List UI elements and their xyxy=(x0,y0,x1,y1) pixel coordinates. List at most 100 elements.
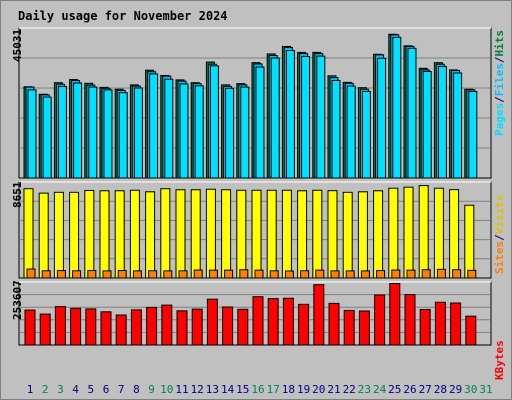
bar-pages-17 xyxy=(270,57,280,179)
chart-title: Daily usage for November 2024 xyxy=(18,9,228,23)
bar-visits-4 xyxy=(69,191,80,279)
day-label-15: 15 xyxy=(236,383,249,396)
bar-pages-29 xyxy=(453,72,463,179)
bar-visits-8 xyxy=(129,189,140,279)
day-label-8: 8 xyxy=(133,383,140,396)
bar-visits-10 xyxy=(160,188,171,279)
bar-sites-25 xyxy=(391,269,401,279)
bar-kbytes-23 xyxy=(358,310,370,346)
bar-sites-26 xyxy=(406,269,416,279)
bar-kbytes-6 xyxy=(100,311,112,346)
bar-pages-7 xyxy=(118,92,128,179)
bar-visits-20 xyxy=(312,189,323,279)
bar-visits-18 xyxy=(281,189,292,279)
day-label-21: 21 xyxy=(327,383,340,396)
bar-kbytes-2 xyxy=(39,313,51,346)
day-label-2: 2 xyxy=(42,383,49,396)
bar-visits-23 xyxy=(357,191,368,279)
bar-pages-14 xyxy=(225,87,235,179)
bar-kbytes-5 xyxy=(85,308,97,346)
bar-pages-2 xyxy=(42,96,52,179)
bar-kbytes-7 xyxy=(115,314,127,346)
bar-kbytes-8 xyxy=(130,309,142,346)
y-max-label-kbytes: 253607 xyxy=(11,280,24,320)
bar-pages-18 xyxy=(285,50,295,179)
bar-sites-9 xyxy=(148,270,158,279)
bar-kbytes-11 xyxy=(176,310,188,346)
bar-pages-22 xyxy=(346,85,356,179)
bar-kbytes-4 xyxy=(70,307,82,346)
bar-sites-6 xyxy=(102,270,112,279)
day-label-11: 11 xyxy=(175,383,188,396)
bar-visits-9 xyxy=(145,191,156,279)
bar-pages-26 xyxy=(407,47,417,179)
bar-kbytes-30 xyxy=(465,315,477,346)
bar-visits-15 xyxy=(236,189,247,279)
bar-visits-14 xyxy=(221,189,232,279)
bar-visits-7 xyxy=(114,190,125,279)
bar-visits-17 xyxy=(266,189,277,279)
bar-visits-25 xyxy=(388,187,399,279)
bar-sites-15 xyxy=(239,269,249,279)
bar-kbytes-29 xyxy=(450,302,462,346)
bar-visits-27 xyxy=(418,185,429,279)
bar-visits-16 xyxy=(251,189,262,279)
bar-pages-5 xyxy=(88,86,98,179)
bar-pages-9 xyxy=(149,73,159,179)
day-label-12: 12 xyxy=(191,383,204,396)
bar-sites-30 xyxy=(467,269,477,279)
legend-visits-sites: Sites/Visits xyxy=(493,194,506,275)
day-label-26: 26 xyxy=(403,383,416,396)
bar-visits-2 xyxy=(38,192,49,279)
bar-visits-28 xyxy=(433,187,444,279)
bar-sites-16 xyxy=(254,269,264,279)
legend-sites: Sites xyxy=(493,240,506,274)
day-label-25: 25 xyxy=(388,383,401,396)
legend-kbytes: KBytes xyxy=(493,340,506,380)
bar-sites-17 xyxy=(269,270,279,279)
bar-kbytes-26 xyxy=(404,294,416,346)
bar-sites-19 xyxy=(300,270,310,279)
bar-kbytes-22 xyxy=(343,309,355,346)
bar-pages-3 xyxy=(57,85,67,179)
day-label-29: 29 xyxy=(449,383,462,396)
bar-pages-28 xyxy=(437,65,447,179)
bar-visits-3 xyxy=(53,191,64,279)
y-max-label-hits: 45031 xyxy=(11,28,24,62)
bar-sites-5 xyxy=(87,270,97,279)
bar-sites-24 xyxy=(376,270,386,279)
bar-kbytes-27 xyxy=(419,308,431,346)
bar-visits-30 xyxy=(464,204,475,279)
bar-sites-10 xyxy=(163,270,173,279)
bar-pages-16 xyxy=(255,66,265,179)
bar-sites-28 xyxy=(436,268,446,279)
day-label-5: 5 xyxy=(87,383,94,396)
day-label-16: 16 xyxy=(251,383,264,396)
bar-sites-20 xyxy=(315,269,325,279)
bar-sites-12 xyxy=(193,269,203,279)
y-max-label-visits: 8651 xyxy=(11,181,24,209)
bar-visits-11 xyxy=(175,189,186,279)
day-label-22: 22 xyxy=(343,383,356,396)
bar-visits-21 xyxy=(327,190,338,279)
day-label-20: 20 xyxy=(312,383,325,396)
day-label-4: 4 xyxy=(72,383,79,396)
bar-kbytes-19 xyxy=(298,303,310,346)
bar-sites-2 xyxy=(41,270,51,279)
bar-pages-27 xyxy=(422,70,432,179)
bar-pages-8 xyxy=(133,87,143,179)
bar-sites-7 xyxy=(117,270,127,279)
bar-kbytes-15 xyxy=(237,308,249,346)
bar-sites-4 xyxy=(72,270,82,279)
day-label-31: 31 xyxy=(479,383,492,396)
day-label-1: 1 xyxy=(27,383,34,396)
day-label-27: 27 xyxy=(419,383,432,396)
bar-visits-19 xyxy=(297,190,308,279)
bar-visits-13 xyxy=(205,188,216,279)
bar-visits-24 xyxy=(373,190,384,279)
day-label-19: 19 xyxy=(297,383,310,396)
bar-visits-22 xyxy=(342,191,353,279)
bar-sites-14 xyxy=(224,269,234,279)
bar-kbytes-28 xyxy=(434,301,446,346)
